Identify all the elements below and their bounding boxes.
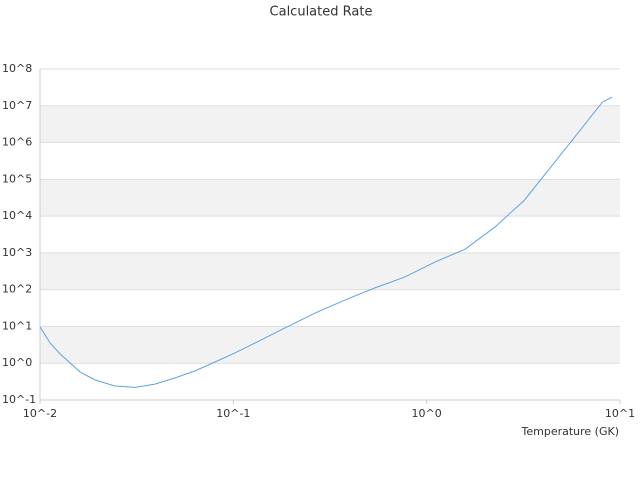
x-tick-label: 10^-2 [23,407,57,420]
x-axis-label: Temperature (GK) [521,425,620,438]
y-tick-label: 10^0 [2,356,32,369]
x-tick-label: 10^-1 [216,407,250,420]
grid-band [40,252,620,290]
chart-title: Calculated Rate [270,5,373,20]
y-tick-label: 10^7 [2,99,32,112]
grid-band [40,326,620,364]
y-tick-label: 10^2 [2,283,32,296]
grid-band [40,179,620,217]
grid-band [40,105,620,143]
y-tick-label: 10^8 [2,62,32,75]
y-tick-label: 10^3 [2,246,32,259]
y-tick-label: 10^-1 [2,393,36,406]
y-tick-label: 10^5 [2,172,32,185]
x-tick-label: 10^0 [412,407,442,420]
line [39,96,613,388]
x-tick-label: 10^1 [605,407,635,420]
y-tick-label: 10^6 [2,136,32,149]
y-tick-label: 10^1 [2,319,32,332]
y-tick-label: 10^4 [2,209,32,222]
